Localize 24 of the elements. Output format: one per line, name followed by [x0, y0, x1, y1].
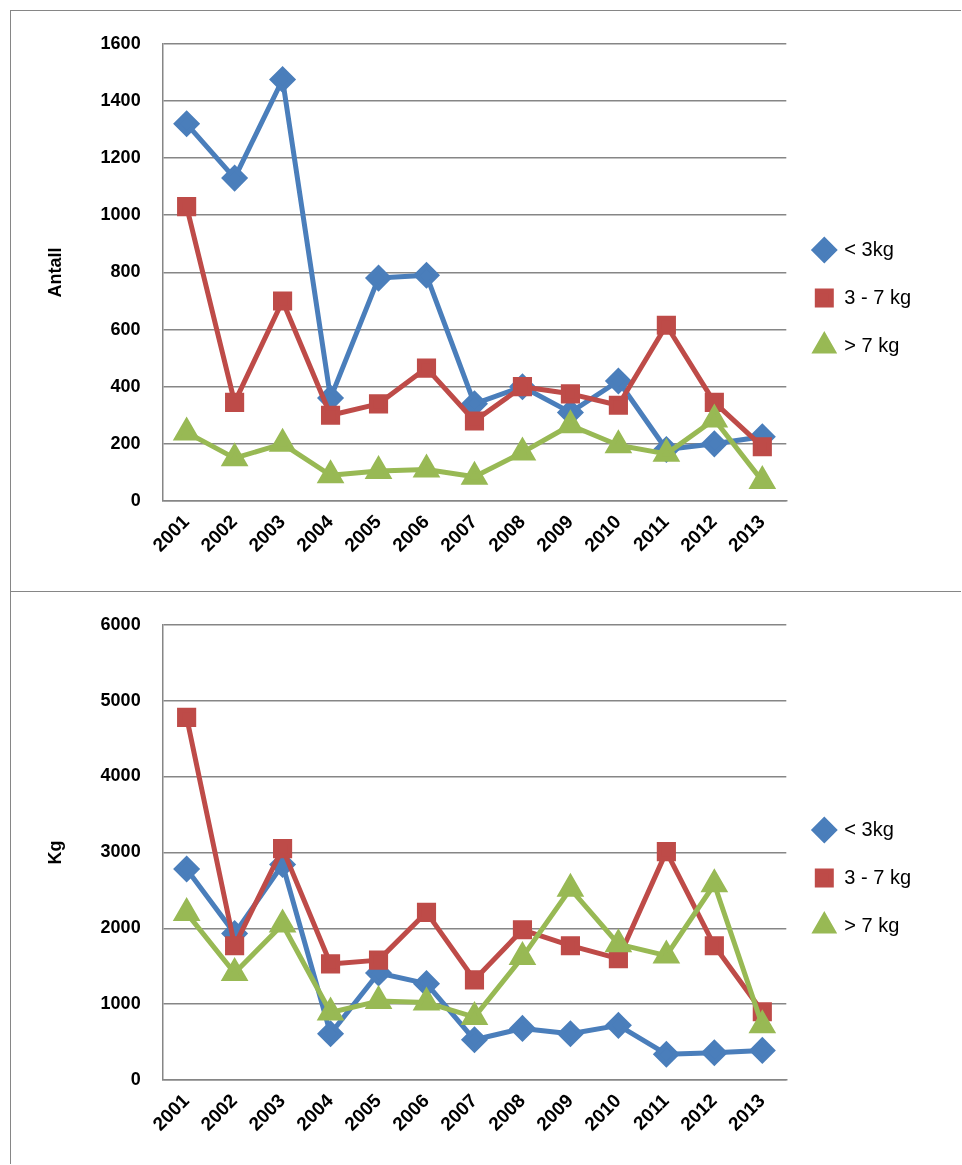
- y-tick-label: 800: [110, 261, 141, 282]
- y-tick-label: 1200: [100, 147, 141, 168]
- y-tick-label: 0: [130, 489, 141, 510]
- y-tick-label: 200: [110, 432, 141, 453]
- y-tick-label: 5000: [100, 689, 141, 710]
- y-tick-label: 1600: [100, 32, 141, 53]
- y-tick-label: 4000: [100, 765, 141, 786]
- y-tick-label: 1000: [100, 204, 141, 225]
- y-tick-label: 1000: [100, 993, 141, 1014]
- legend-label: > 7 kg: [844, 913, 900, 936]
- y-axis-title: Antall: [44, 247, 65, 298]
- y-tick-label: 600: [110, 318, 141, 339]
- y-axis-title: Kg: [44, 840, 65, 865]
- y-tick-label: 6000: [100, 613, 141, 634]
- y-tick-label: 400: [110, 375, 141, 396]
- y-tick-label: 3000: [100, 841, 141, 862]
- legend-label: < 3kg: [844, 817, 894, 840]
- legend-label: 3 - 7 kg: [844, 285, 911, 308]
- legend-label: > 7 kg: [844, 333, 900, 356]
- legend-label: 3 - 7 kg: [844, 865, 911, 888]
- legend-label: < 3kg: [844, 237, 894, 260]
- y-tick-label: 2000: [100, 917, 141, 938]
- y-tick-label: 0: [130, 1068, 141, 1089]
- y-tick-label: 1400: [100, 89, 141, 110]
